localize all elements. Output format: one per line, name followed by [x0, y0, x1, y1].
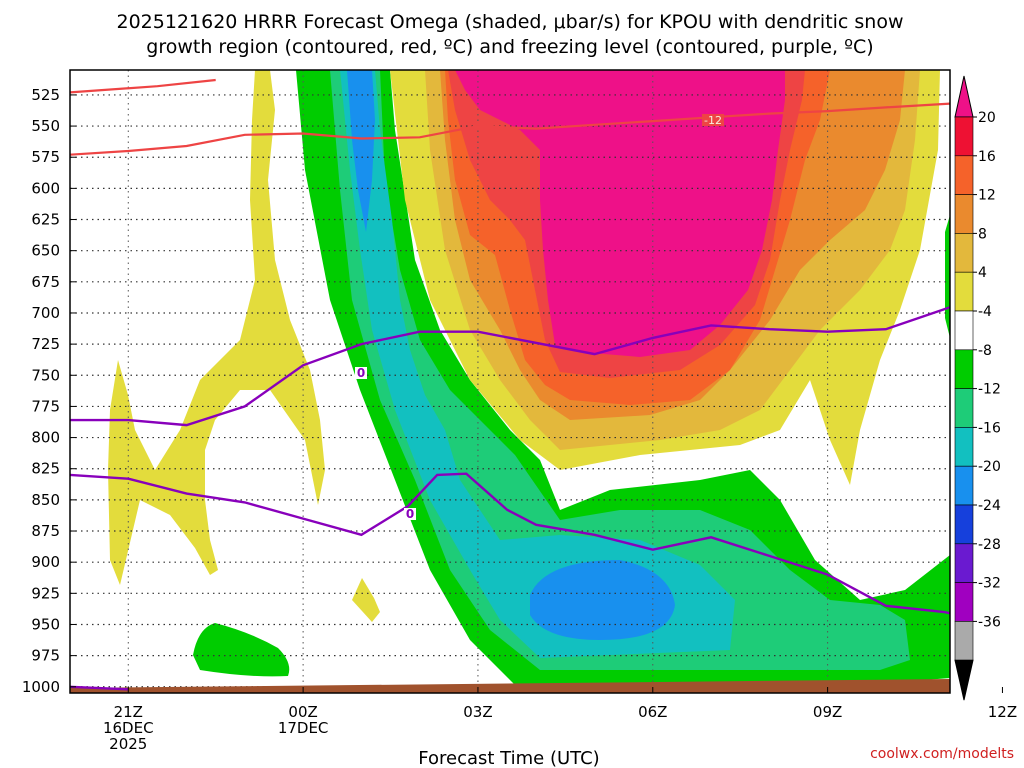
omega-field-neg12: [340, 70, 735, 658]
colorbar-swatch-8: [954, 427, 974, 467]
colorbar-swatch-1: [954, 155, 974, 195]
colorbar-label-7: -12: [978, 382, 1001, 398]
freezing-label-box-lower: [404, 508, 416, 520]
y-tick-label-850: 850: [31, 491, 60, 509]
y-tick-label-550: 550: [31, 117, 60, 135]
omega-field-pos-max: [455, 70, 785, 357]
y-tick-label-725: 725: [31, 335, 60, 353]
colorbar-swatch-2: [954, 194, 974, 234]
freezing-contour-label-upper: 0: [357, 366, 365, 380]
colorbar-label-13: -36: [978, 614, 1001, 630]
terrain-strip: [70, 679, 950, 693]
y-tick-label-700: 700: [31, 304, 60, 322]
colorbar-bottom-triangle: [954, 659, 974, 701]
y-tick-label-825: 825: [31, 460, 60, 478]
y-tick-label-625: 625: [31, 211, 60, 229]
chart-title-line2: growth region (contoured, red, ºC) and f…: [146, 36, 873, 58]
freezing-contour-freezing_level_lower: [70, 472, 950, 615]
y-tick-label-650: 650: [31, 242, 60, 260]
colorbar-swatch-5: [954, 310, 974, 351]
omega-shaded-field: [70, 70, 950, 693]
y-tick-label-925: 925: [31, 584, 60, 602]
x-tick-label-1-0: 00Z: [288, 703, 317, 721]
colorbar-label-5: -4: [978, 304, 992, 320]
colorbar-swatch-9: [954, 465, 974, 506]
y-tick-label-975: 975: [31, 647, 60, 665]
credit-text: coolwx.com/modelts: [870, 746, 1014, 762]
omega-field-neg16-low: [530, 560, 675, 640]
colorbar-label-1: 16: [978, 149, 996, 165]
colorbar-label-10: -24: [978, 498, 1001, 514]
colorbar-label-12: -32: [978, 576, 1001, 592]
x-tick-label-0-2: 2025: [109, 735, 147, 753]
colorbar-swatch-11: [954, 543, 974, 583]
colorbar: 20 16 12 8 4 -4 -8 -12 -16 -20 -24 -28 -32 -36: [954, 75, 1001, 701]
omega-field-neg16-column: [347, 70, 375, 232]
freezing-contour-label-lower: 0: [406, 507, 414, 521]
colorbar-label-4: 4: [978, 265, 987, 281]
dgz-contour-label: -12: [704, 114, 722, 127]
dgz-label-box: [702, 114, 724, 126]
plot-frame: [69, 69, 951, 694]
colorbar-label-6: -8: [978, 343, 992, 359]
colorbar-label-3: 8: [978, 226, 987, 242]
colorbar-swatch-13: [954, 621, 974, 661]
y-tick-label-525: 525: [31, 86, 60, 104]
colorbar-swatch-0: [954, 116, 974, 157]
freezing-contour-freezing_level_upper: [70, 305, 950, 427]
y-axis-ticks: 525 550 575 600 625 650 675 700 725 750 775 800 825 8…: [22, 86, 76, 696]
chart-title-line1: 2025121620 HRRR Forecast Omega (shaded, …: [116, 11, 903, 33]
colorbar-label-8: -16: [978, 420, 1001, 436]
colorbar-swatch-7: [954, 388, 974, 428]
x-tick-label-3-0: 06Z: [638, 703, 667, 721]
y-tick-label-600: 600: [31, 179, 60, 197]
y-tick-label-775: 775: [31, 397, 60, 415]
x-tick-label-5-0: 12Z: [988, 703, 1017, 721]
dgz-contour-lower_-12C_contour: [70, 102, 950, 156]
colorbar-swatch-10: [954, 504, 974, 545]
x-tick-label-1-1: 17DEC: [278, 719, 329, 737]
colorbar-swatch-3: [954, 233, 974, 273]
freezing-label-box-upper: [355, 367, 367, 379]
y-tick-label-875: 875: [31, 522, 60, 540]
colorbar-swatch-6: [954, 349, 974, 389]
contour-lines: [70, 78, 950, 691]
y-tick-label-800: 800: [31, 429, 60, 447]
colorbar-label-2: 12: [978, 188, 996, 204]
x-tick-label-0-1: 16DEC: [103, 719, 154, 737]
x-tick-label-2-0: 03Z: [463, 703, 492, 721]
y-tick-label-575: 575: [31, 148, 60, 166]
omega-field-pos4-blob: [352, 578, 380, 622]
y-tick-label-900: 900: [31, 553, 60, 571]
y-tick-label-750: 750: [31, 366, 60, 384]
y-tick-label-675: 675: [31, 273, 60, 291]
colorbar-label-0: 20: [978, 110, 996, 126]
omega-field-neg4-small: [193, 623, 290, 677]
x-tick-label-0-0: 21Z: [114, 703, 143, 721]
colorbar-label-9: -20: [978, 459, 1001, 475]
colorbar-label-11: -28: [978, 537, 1001, 553]
dgz-contour-upper_-12C_contour: [70, 78, 216, 94]
colorbar-top-triangle: [954, 75, 974, 118]
x-axis-label: Forecast Time (UTC): [418, 748, 599, 768]
x-tick-label-4-0: 09Z: [813, 703, 842, 721]
freezing-contour-freezing_level_edge: [70, 685, 129, 691]
colorbar-swatch-4: [954, 271, 974, 312]
omega-field-pos4-left-column: [108, 70, 325, 585]
y-tick-label-1000: 1000: [22, 678, 60, 696]
y-tick-label-950: 950: [31, 615, 60, 633]
colorbar-swatch-12: [954, 582, 974, 622]
